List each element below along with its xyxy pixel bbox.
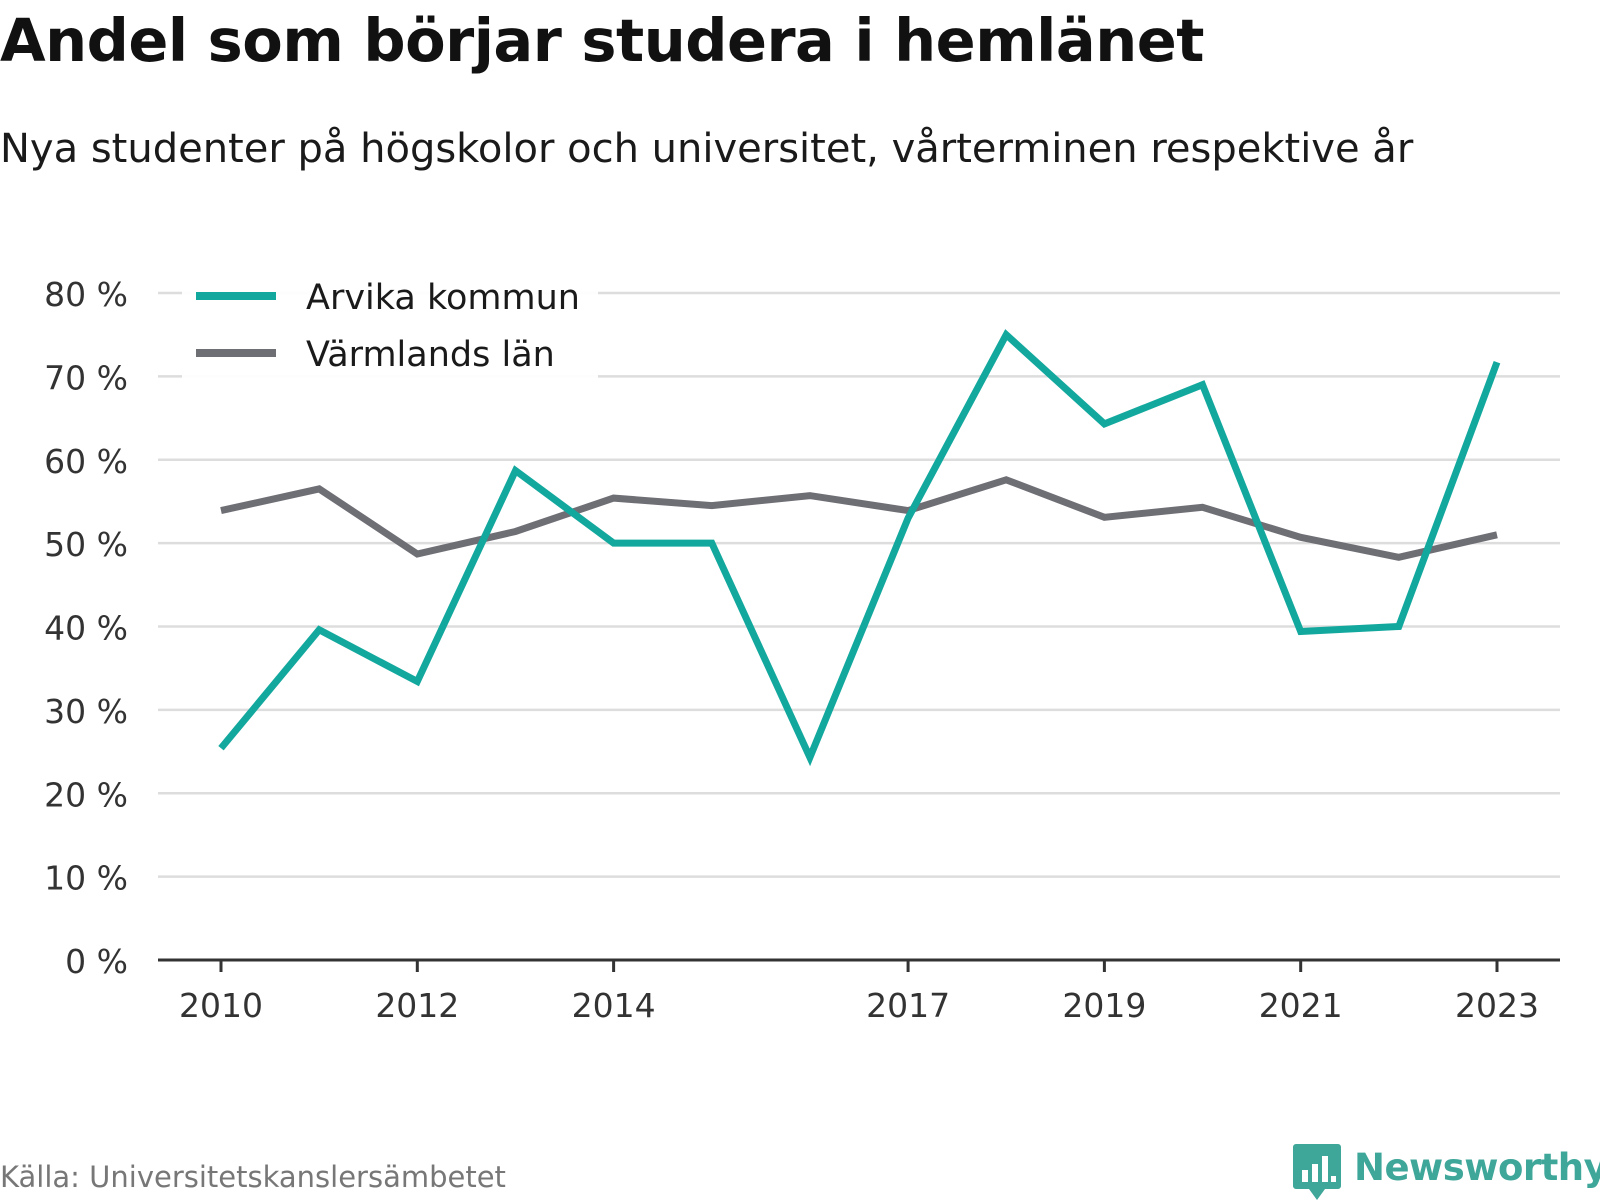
legend-background [182,272,598,380]
x-axis: 2010 2012 2014 2017 2019 2021 2023 [158,958,1560,1025]
y-tick-label: 10 % [44,859,128,898]
y-axis-labels: 0 % 10 % 20 % 30 % 40 % 50 % 60 % 70 % 80 % [44,275,128,981]
x-tick-label: 2012 [375,986,459,1025]
legend-label: Arvika kommun [306,278,580,318]
line-chart: 0 % 10 % 20 % 30 % 40 % 50 % 60 % 70 % 80 % 2010… [44,272,1560,1025]
x-tick-label: 2014 [572,986,656,1025]
chart-speech-bubble-icon [1293,1144,1341,1200]
gridlines [158,291,1560,878]
legend: Arvika kommun Värmlands län [182,272,598,380]
series-line-arvika-kommun [218,329,1501,767]
series-lines [218,329,1501,767]
y-tick-label: 80 % [44,275,128,314]
legend-label: Värmlands län [306,335,555,375]
chart-title: Andel som börjar studera i hemlänet [0,6,1204,75]
y-tick-label: 0 % [65,942,128,981]
chart-subtitle: Nya studenter på högskolor och universit… [0,126,1414,172]
series-line-värmlands-län [220,476,1498,561]
y-tick-label: 20 % [44,775,128,814]
x-tick-label: 2023 [1455,986,1539,1025]
x-tick-label: 2017 [866,986,950,1025]
y-tick-label: 40 % [44,609,128,648]
x-tick-label: 2019 [1062,986,1146,1025]
y-tick-label: 60 % [44,442,128,481]
x-tick-label: 2010 [179,986,263,1025]
brand-logo: Newsworthy [1292,1142,1600,1202]
y-tick-label: 70 % [44,358,128,397]
y-tick-label: 30 % [44,692,128,731]
y-tick-label: 50 % [44,525,128,564]
source-note: Källa: Universitetskanslersämbetet [0,1160,506,1194]
brand-name: Newsworthy [1354,1146,1600,1189]
x-tick-label: 2021 [1259,986,1343,1025]
